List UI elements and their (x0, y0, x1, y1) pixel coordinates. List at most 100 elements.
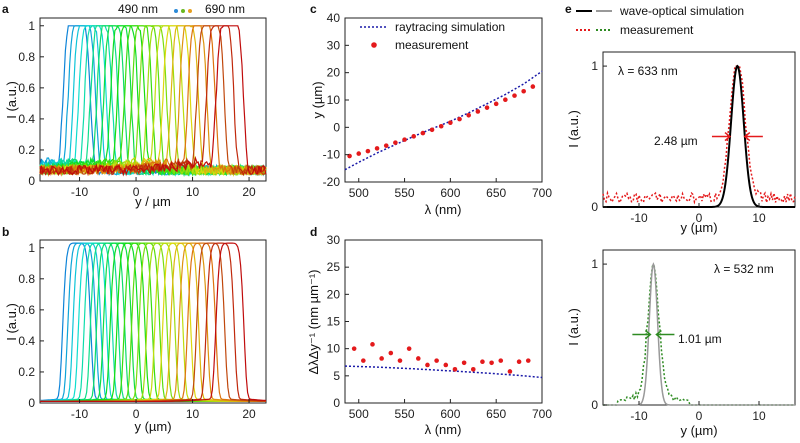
panel-a-profile-curve (39, 25, 267, 177)
panel-b-xtick: 10 (186, 407, 200, 421)
panel-b-profile-curve (40, 242, 266, 402)
panel-c-measurement-point (365, 148, 371, 154)
panel-c-measurement-point (466, 113, 471, 118)
panel-e-top-xtick: 10 (752, 211, 766, 225)
panel-b-profile-curve (40, 242, 266, 402)
panel-d-ytick: 30 (327, 233, 341, 247)
panel-d-xtick: 600 (440, 407, 460, 421)
panel-a-frame (39, 17, 267, 182)
panel-d-measurement-point (397, 358, 403, 363)
panel-b-frame (39, 239, 267, 404)
panel-c-measurement-point (521, 88, 526, 94)
panel-c-xtick: 700 (532, 186, 552, 200)
panel-b-plot: -10 0 10 20 0 0.2 0.4 0.6 0.8 1 y (µm) I (a.u.) (4, 239, 267, 434)
panel-a-profile-curve (39, 25, 267, 177)
fwhm-arrow-right (743, 131, 763, 142)
panel-e-legend: wave-optical simulation measurement (576, 4, 744, 37)
panel-c-xlabel: λ (nm) (425, 202, 462, 217)
panel-e-bottom-width: 1.01 µm (678, 332, 722, 346)
panel-c-measurement-point (448, 120, 453, 125)
panel-a-profile-curve (39, 25, 267, 177)
panel-b-profile-curve (39, 242, 266, 402)
panel-d-ytick: 25 (327, 260, 341, 274)
panel-a-profile-curve (39, 25, 267, 177)
panel-d-frame (344, 239, 543, 404)
panel-e-top-simulation-curve (603, 64, 795, 208)
panel-e-top-ytick: 0 (591, 200, 598, 214)
panel-d-measurement-point (452, 367, 458, 372)
panel-a-profile-curve (39, 25, 267, 177)
panel-e-bottom-ytick: 0 (591, 398, 598, 412)
panel-c-measurement-point (402, 137, 407, 142)
panel-c-measurement-point (475, 109, 481, 114)
panel-a-profile-curve (39, 25, 267, 176)
panel-a-profile-curve (39, 25, 267, 177)
panel-a-xlabel: y / µm (135, 194, 171, 209)
legend-meas-label: measurement (620, 23, 694, 37)
fwhm-arrow-left (632, 329, 652, 340)
panel-label-a: a (2, 2, 9, 16)
panel-d-measurement-point (416, 356, 421, 361)
panel-e-top-width: 2.48 µm (654, 134, 698, 148)
legend-simulation-label: raytracing simulation (395, 20, 505, 34)
panel-e-top-ytick: 1 (591, 59, 598, 73)
panel-a-ytick: 1 (28, 19, 35, 33)
panel-a-note-490: 490 nm (118, 2, 158, 16)
panel-d-ytick: 15 (327, 315, 341, 329)
panel-e-top-measurement-curve (602, 65, 796, 205)
panel-d-ytick: 10 (327, 342, 341, 356)
panel-a-xtick: 0 (133, 185, 140, 199)
panel-label-b: b (2, 225, 9, 239)
panel-a-dot-blue (174, 9, 178, 13)
panel-b-profile-curve (39, 242, 266, 402)
panel-c-xtick: 600 (440, 186, 460, 200)
panel-e-bottom-xtick: 0 (696, 409, 703, 423)
panel-e-top-lambda: λ = 633 nm (618, 64, 678, 78)
panel-b-profile-curve (40, 242, 266, 402)
panel-a-xtick: 20 (242, 185, 256, 199)
panel-c-ytick: 40 (327, 11, 341, 25)
panel-a-ytick: 0.2 (18, 143, 35, 157)
panel-a-profile-curve (39, 25, 267, 177)
panel-a-profile-curve (39, 25, 267, 176)
panel-b-profile-curve (40, 242, 266, 402)
panel-d-measurement-point (379, 356, 384, 361)
panel-b-ytick: 1 (28, 241, 35, 255)
panel-d-xtick: 700 (532, 407, 552, 421)
legend-measurement-swatch (371, 42, 377, 48)
panel-e-top-xlabel: y (µm) (680, 220, 717, 235)
panel-a-profile-curve (39, 24, 267, 177)
panel-d-measurement-point (425, 362, 430, 368)
panel-a-profile-curve (39, 25, 267, 177)
panel-c-measurement-point (438, 123, 444, 129)
panel-a-profile-curve (39, 25, 267, 177)
panel-e-bottom-ylabel: I (a.u.) (566, 308, 581, 346)
panel-a-profile-curve (39, 25, 267, 177)
panel-a-profile-curve (39, 25, 267, 177)
panel-b-ytick: 0.2 (18, 365, 35, 379)
panel-d-measurement-point (388, 350, 394, 356)
panel-c-measurement-point (429, 127, 435, 133)
panel-d-ytick: 0 (333, 396, 340, 410)
panel-d-measurement-point (406, 346, 412, 351)
panel-a-plot: -10 0 10 20 0 0.2 0.4 0.6 0.8 1 490 nm 690 nm y /… (4, 2, 267, 209)
panel-c-ytick: 0 (333, 120, 340, 134)
panel-d-xlabel: λ (nm) (425, 422, 462, 437)
panel-c-measurement-point (411, 134, 417, 139)
panel-d-measurement-point (434, 358, 439, 363)
panel-a-profile-curve (39, 25, 267, 177)
panel-e-top-ylabel: I (a.u.) (566, 110, 581, 148)
panel-b-profile-curve (40, 242, 266, 402)
panel-b-profile-curve (40, 242, 266, 402)
panel-c-xtick: 500 (349, 186, 369, 200)
panel-c-ylabel: y (µm) (310, 81, 325, 118)
panel-label-e: e (565, 2, 572, 16)
panel-b-ytick: 0.6 (18, 303, 35, 317)
panel-a-profile-curve (39, 25, 267, 176)
panel-a-ylabel: I (a.u.) (4, 81, 19, 119)
panel-a-profile-curve (39, 25, 267, 177)
panel-b-xlabel: y (µm) (134, 419, 171, 434)
panel-c-measurement-point (374, 146, 380, 151)
panel-c-ytick: 10 (327, 93, 341, 107)
